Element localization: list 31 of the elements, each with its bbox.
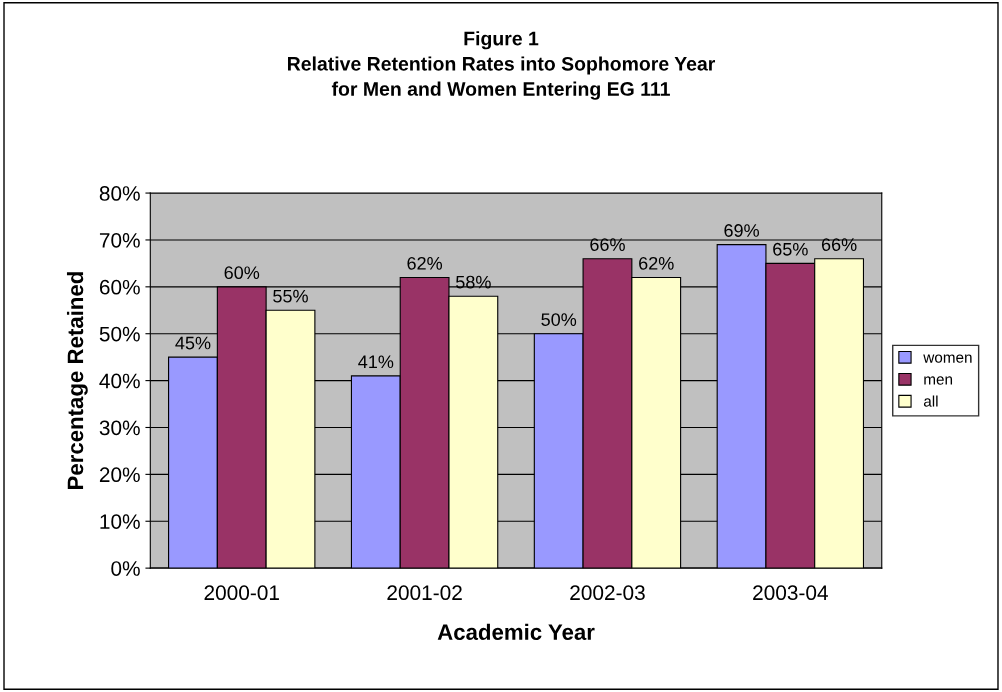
x-tick-label: 2002-03 <box>570 585 645 601</box>
y-tick-label: 20% <box>99 467 140 483</box>
x-tick-label: 2001-02 <box>387 585 462 601</box>
data-label: 62% <box>407 256 443 270</box>
x-tick-label: 2003-04 <box>753 585 828 601</box>
data-label: 66% <box>821 238 857 251</box>
y-tick-label: 30% <box>99 420 140 436</box>
data-label: 62% <box>639 256 674 270</box>
y-tick-label: 70% <box>99 232 140 248</box>
data-label: 65% <box>773 242 808 256</box>
chart-title: Figure 1 Relative Retention Rates into Sophomore Year for Men and Women Entering EG 111 <box>288 31 716 100</box>
y-tick-label: 80% <box>99 186 140 201</box>
data-label: 55% <box>273 289 308 303</box>
data-label: 66% <box>590 238 625 251</box>
data-label: 69% <box>724 224 759 237</box>
y-tick-label: 0% <box>111 561 140 576</box>
y-tick-label: 40% <box>99 373 140 389</box>
y-tick-label: 60% <box>99 279 140 295</box>
x-axis-title: Academic Year <box>437 623 595 640</box>
legend-label: women <box>923 354 972 363</box>
data-label: 45% <box>175 336 211 350</box>
data-label: 60% <box>224 266 260 280</box>
legend-label: all <box>923 395 938 407</box>
y-tick-label: 50% <box>99 326 140 342</box>
y-tick-label: 10% <box>100 514 140 529</box>
data-label: 50% <box>541 313 577 326</box>
data-label: 58% <box>456 275 491 289</box>
legend-label: men <box>924 376 953 385</box>
y-axis-title: Percentage Retained <box>66 272 88 490</box>
x-tick-label: 2000-01 <box>204 585 279 601</box>
data-label: 41% <box>358 355 394 369</box>
